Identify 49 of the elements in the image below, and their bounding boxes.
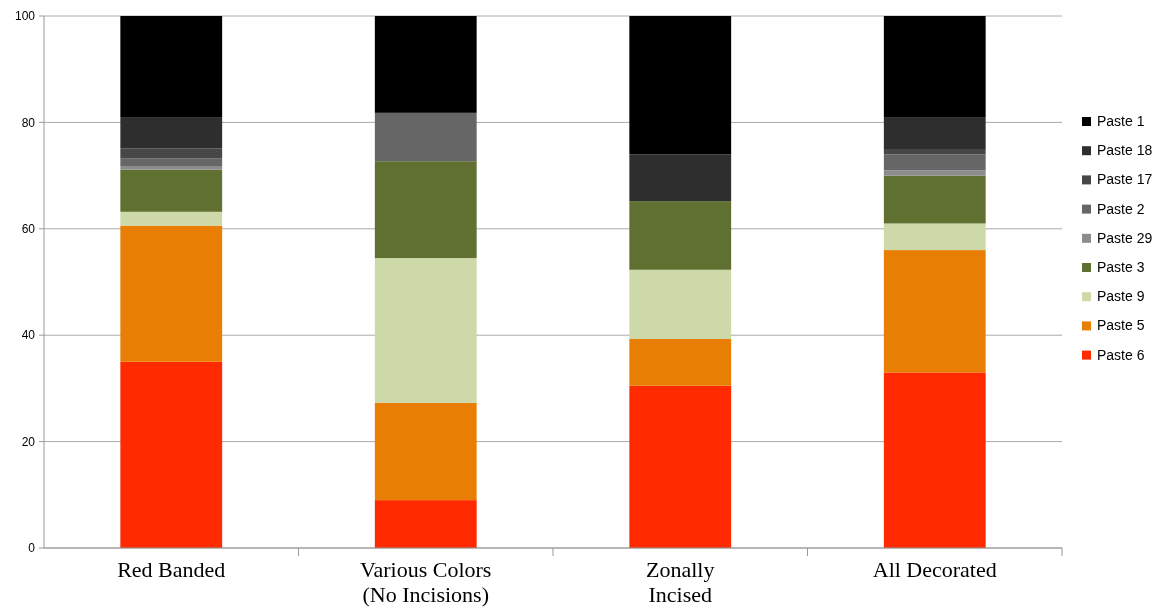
- bar: [629, 338, 732, 386]
- bar: [883, 16, 986, 118]
- bar: [120, 158, 223, 167]
- legend-label: Paste 2: [1097, 200, 1145, 217]
- bar: [120, 169, 223, 212]
- bar: [120, 16, 223, 118]
- bar: [120, 166, 223, 170]
- legend-label: Paste 3: [1097, 258, 1145, 275]
- bar: [120, 361, 223, 548]
- x-tick-label: All Decorated: [872, 557, 997, 582]
- legend-label: Paste 17: [1097, 171, 1153, 188]
- x-tick-label: Zonally Incised: [646, 557, 715, 607]
- bar: [883, 223, 986, 251]
- bar: [883, 149, 986, 155]
- legend-label: Paste 9: [1097, 288, 1145, 305]
- bar: [374, 402, 477, 501]
- bar: [120, 211, 223, 226]
- bar: [374, 500, 477, 548]
- bar: [883, 170, 986, 176]
- y-tick-label: 60: [21, 222, 36, 236]
- x-tick-label: Red Banded: [117, 557, 226, 582]
- legend-label: Paste 18: [1097, 142, 1153, 159]
- bar: [629, 16, 732, 155]
- bar: [883, 175, 986, 224]
- bar: [883, 117, 986, 149]
- bar: [629, 201, 732, 270]
- bar: [374, 112, 477, 162]
- bar: [629, 154, 732, 202]
- y-tick-label: 0: [28, 541, 36, 556]
- legend-label: Paste 6: [1097, 346, 1145, 363]
- bar: [120, 225, 223, 362]
- y-tick-label: 100: [14, 9, 36, 24]
- legend-label: Paste 1: [1097, 112, 1145, 129]
- bar: [629, 269, 732, 339]
- legend-label: Paste 5: [1097, 317, 1145, 334]
- bar: [883, 250, 986, 373]
- bar: [374, 16, 477, 113]
- bar: [120, 148, 223, 159]
- y-tick-label: 20: [21, 434, 36, 449]
- bar: [374, 161, 477, 259]
- bar: [883, 372, 986, 548]
- y-tick-label: 40: [21, 328, 36, 343]
- bar: [120, 117, 223, 149]
- bar: [883, 154, 986, 171]
- bar: [374, 258, 477, 403]
- bar: [629, 385, 732, 548]
- x-tick-label: Various Colors (No Incisions): [360, 557, 492, 607]
- legend-label: Paste 29: [1097, 229, 1153, 246]
- y-tick-label: 80: [21, 115, 36, 130]
